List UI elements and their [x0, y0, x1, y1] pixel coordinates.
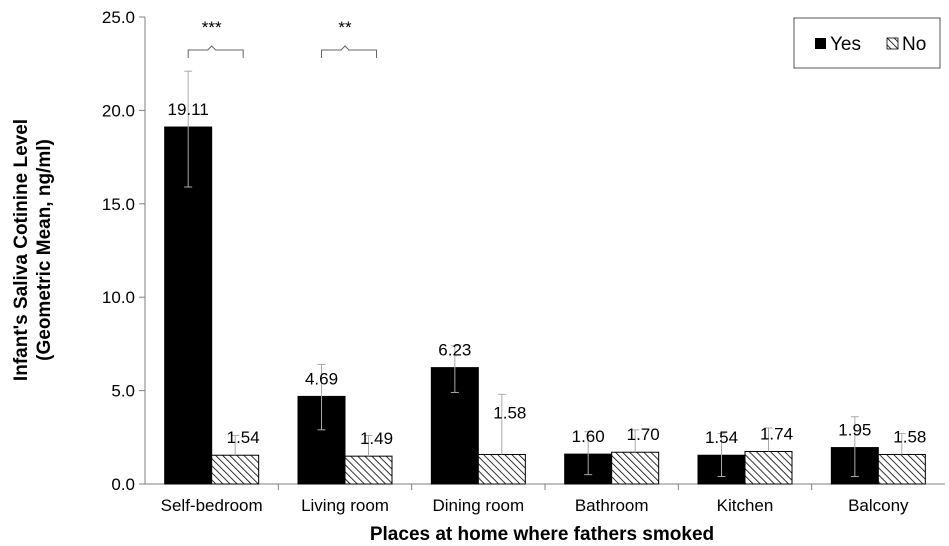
- significance-label: **: [338, 18, 352, 37]
- data-label-yes: 1.54: [705, 428, 738, 447]
- y-tick-label: 10.0: [102, 288, 135, 307]
- bar-no: [477, 453, 526, 485]
- legend: Yes No: [793, 17, 941, 69]
- error-bars: [184, 70, 906, 478]
- x-axis-title: Places at home where fathers smoked: [370, 524, 714, 545]
- data-label-yes: 1.95: [838, 421, 871, 440]
- y-axis-title: Infant's Saliva Cotinine Level (Geometric…: [11, 119, 55, 381]
- bar-yes: [297, 395, 346, 485]
- x-category-label: Dining room: [433, 496, 525, 515]
- significance-bracket: [321, 45, 377, 58]
- y-tick-label: 15.0: [102, 195, 135, 214]
- legend-swatch-no: [886, 37, 899, 50]
- legend-label-yes: Yes: [830, 34, 861, 55]
- data-label-no: 1.58: [493, 403, 526, 422]
- data-label-yes: 19.11: [168, 100, 209, 119]
- y-tick-label: 5.0: [111, 382, 135, 401]
- bar-no: [744, 450, 793, 485]
- y-tick-label: 25.0: [102, 8, 135, 27]
- y-axis-title-line: (Geometric Mean, ng/ml): [34, 139, 55, 361]
- bar-no: [877, 453, 926, 485]
- bar-no: [611, 451, 660, 485]
- legend-label-no: No: [902, 34, 926, 55]
- significance-label: ***: [202, 18, 222, 37]
- significance-bracket: [187, 45, 244, 58]
- x-category-label: Self-bedroom: [161, 496, 263, 515]
- y-tick-label: 20.0: [102, 101, 135, 120]
- x-category-label: Living room: [301, 496, 389, 515]
- x-category-label: Kitchen: [717, 496, 774, 515]
- significance-markers: *** **: [187, 18, 377, 58]
- data-label-no: 1.74: [760, 424, 793, 443]
- data-labels: 19.11 1.54 4.69 1.49 6.23 1.58 1.60 1.70 1.54 1.7…: [168, 100, 927, 448]
- data-label-yes: 1.60: [572, 427, 605, 446]
- y-tick-label: 0.0: [111, 475, 135, 494]
- data-label-yes: 4.69: [305, 369, 338, 388]
- bar-no: [211, 454, 260, 485]
- data-label-yes: 6.23: [438, 341, 471, 360]
- data-label-no: 1.58: [893, 427, 926, 446]
- y-axis-title-line: Infant's Saliva Cotinine Level: [11, 119, 32, 381]
- y-ticks: 0.0 5.0 10.0 15.0 20.0 25.0: [102, 8, 145, 494]
- bar-no: [344, 455, 393, 485]
- x-category-label: Bathroom: [575, 496, 649, 515]
- axes: [144, 17, 945, 485]
- data-label-no: 1.70: [627, 425, 660, 444]
- bars: [164, 126, 926, 485]
- data-label-no: 1.49: [360, 429, 393, 448]
- data-label-no: 1.54: [227, 428, 260, 447]
- legend-swatch-yes: [815, 38, 826, 49]
- x-category-labels: Self-bedroom Living room Dining room Bathro…: [161, 484, 909, 515]
- x-category-label: Balcony: [848, 496, 909, 515]
